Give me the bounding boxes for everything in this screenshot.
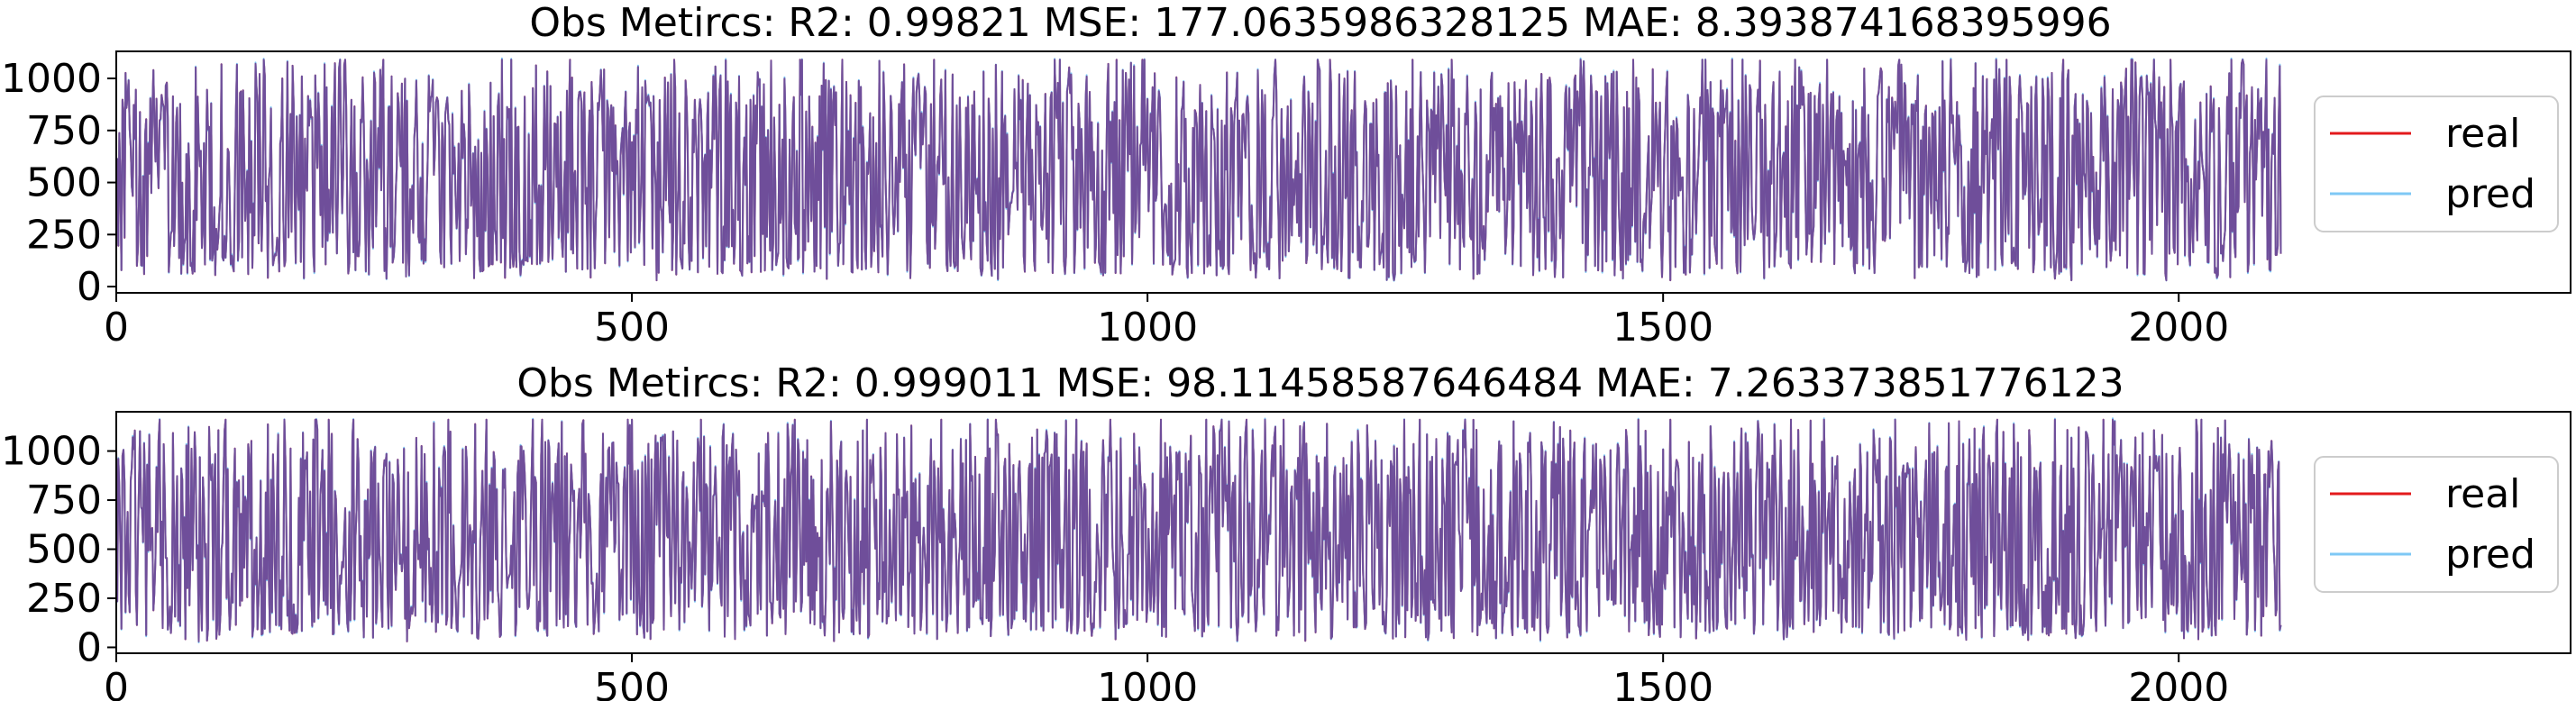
chart-title: Obs Metircs: R2: 0.99821 MSE: 177.063598… xyxy=(529,0,2111,46)
legend-box xyxy=(2314,96,2559,232)
x-tick-label: 1000 xyxy=(1097,305,1198,350)
plot-frame xyxy=(115,50,2571,294)
legend-label-real: real xyxy=(2445,471,2520,517)
y-tick-label: 0 xyxy=(77,624,102,670)
y-tick-label: 1000 xyxy=(1,56,102,102)
series-overlap xyxy=(115,59,2282,282)
subplot-1: Obs Metircs: R2: 0.99821 MSE: 177.063598… xyxy=(1,0,2571,350)
x-tick-label: 2000 xyxy=(2128,305,2229,350)
y-tick-label: 1000 xyxy=(1,429,102,475)
x-axis: 0 500 1000 1500 2000 xyxy=(104,653,2229,701)
x-tick-label: 500 xyxy=(594,305,670,350)
chart-title: Obs Metircs: R2: 0.999011 MSE: 98.114585… xyxy=(516,360,2124,406)
series-overlap xyxy=(115,418,2282,642)
y-tick-label: 500 xyxy=(26,160,102,206)
y-tick-label: 750 xyxy=(26,108,102,154)
x-axis: 0 500 1000 1500 2000 xyxy=(104,293,2229,350)
series-layer xyxy=(115,417,2282,643)
legend-label-pred: pred xyxy=(2445,171,2535,217)
legend: real pred xyxy=(2314,96,2559,232)
x-tick-label: 2000 xyxy=(2128,665,2229,701)
plot-frame xyxy=(115,411,2571,654)
x-tick-label: 500 xyxy=(594,665,670,701)
x-tick-label: 1500 xyxy=(1612,665,1713,701)
y-tick-label: 250 xyxy=(26,576,102,622)
y-axis: 0 250 500 750 1000 xyxy=(1,56,116,310)
y-tick-label: 0 xyxy=(77,264,102,310)
legend-label-pred: pred xyxy=(2445,532,2535,578)
series-layer xyxy=(115,57,2282,282)
x-tick-label: 1500 xyxy=(1612,305,1713,350)
y-tick-label: 750 xyxy=(26,478,102,523)
y-tick-label: 250 xyxy=(26,212,102,258)
subplot-2: Obs Metircs: R2: 0.999011 MSE: 98.114585… xyxy=(1,360,2571,701)
y-tick-label: 500 xyxy=(26,527,102,573)
x-tick-label: 0 xyxy=(104,305,129,350)
legend: real pred xyxy=(2314,456,2559,593)
x-tick-label: 1000 xyxy=(1097,665,1198,701)
x-tick-label: 0 xyxy=(104,665,129,701)
legend-label-real: real xyxy=(2445,111,2520,157)
legend-box xyxy=(2314,456,2559,593)
